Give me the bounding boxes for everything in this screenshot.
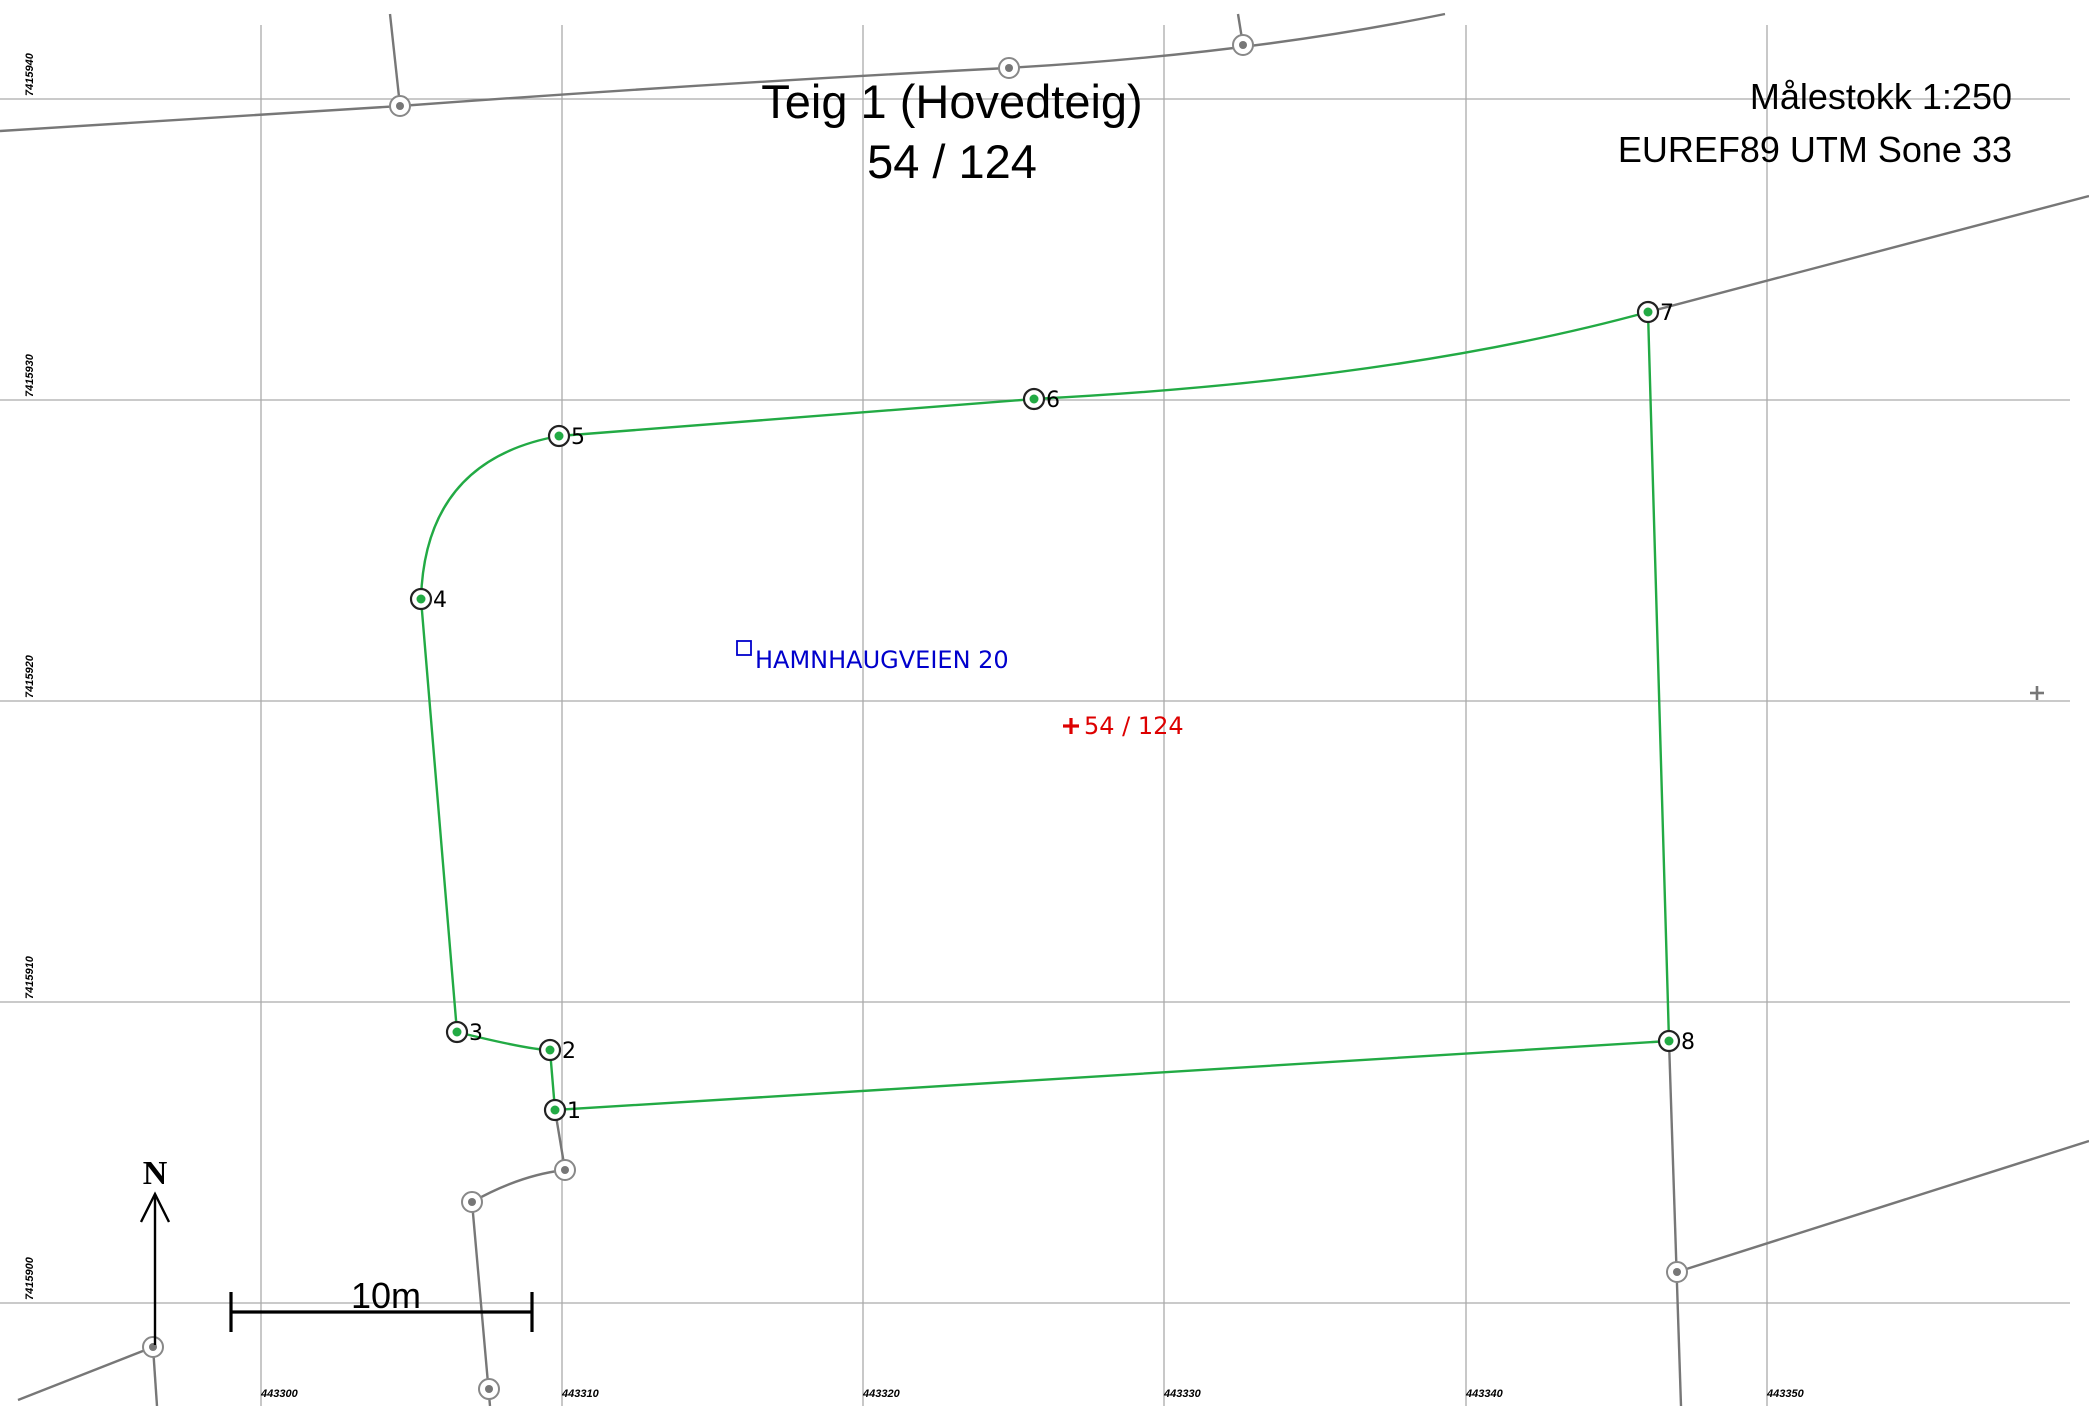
neighbor-point-marker bbox=[478, 1378, 500, 1400]
map-subtitle: 54 / 124 bbox=[867, 135, 1037, 188]
boundary-point-6[interactable]: 6 bbox=[1022, 387, 1060, 413]
address-square-icon bbox=[736, 640, 752, 656]
northing-labels: 7415940 7415930 7415920 7415910 7415900 bbox=[24, 52, 36, 1300]
boundary-point-4[interactable]: 4 bbox=[409, 587, 447, 613]
parcel-cross-icon bbox=[1063, 718, 1079, 734]
northing-label: 7415930 bbox=[24, 353, 36, 397]
boundary-point-1[interactable]: 1 bbox=[543, 1098, 581, 1124]
neighbor-point-marker bbox=[1232, 34, 1254, 56]
boundary-point-label: 1 bbox=[567, 1099, 581, 1124]
neighbor-line-bottom-right bbox=[1667, 1040, 1683, 1406]
address-label: HAMNHAUGVEIEN 20 bbox=[755, 646, 1009, 674]
boundary-point-2[interactable]: 2 bbox=[538, 1038, 576, 1064]
boundary-point-7[interactable]: 7 bbox=[1636, 300, 1674, 326]
neighbor-line-top-left-spur bbox=[388, 13, 402, 107]
map-plus-icon bbox=[2030, 686, 2044, 700]
neighbor-line-bottom-left bbox=[17, 1345, 154, 1402]
map-title: Teig 1 (Hovedteig) bbox=[761, 75, 1142, 128]
boundary-point-8[interactable]: 8 bbox=[1657, 1029, 1695, 1055]
crs-info: EUREF89 UTM Sone 33 bbox=[1618, 129, 2012, 170]
boundary-point-label: 5 bbox=[571, 425, 585, 450]
boundary-point-label: 3 bbox=[469, 1021, 483, 1046]
easting-label: 443350 bbox=[1766, 1388, 1805, 1400]
scale-bar-label: 10m bbox=[351, 1275, 421, 1316]
scale-bar bbox=[229, 1292, 534, 1332]
north-label: N bbox=[143, 1155, 168, 1192]
boundary-point-5[interactable]: 5 bbox=[547, 424, 585, 450]
easting-label: 443300 bbox=[260, 1388, 299, 1400]
boundary-point-label: 7 bbox=[1660, 301, 1674, 326]
easting-labels: 443300 443310 443320 443330 443340 44335… bbox=[260, 1388, 1805, 1400]
north-arrow-icon bbox=[139, 1191, 171, 1345]
coordinate-grid bbox=[0, 25, 2070, 1406]
neighbor-line-right-upper bbox=[1647, 194, 2089, 314]
boundary-point-label: 4 bbox=[433, 588, 447, 613]
neighbor-point-marker bbox=[1666, 1261, 1688, 1283]
boundary-point-label: 2 bbox=[562, 1039, 576, 1064]
neighbor-point-marker bbox=[998, 57, 1020, 79]
northing-label: 7415910 bbox=[24, 955, 36, 999]
neighbor-point-marker bbox=[461, 1191, 483, 1213]
neighbor-points bbox=[142, 34, 1688, 1400]
neighbor-line-lower-left bbox=[470, 1168, 566, 1406]
neighbor-boundaries bbox=[0, 12, 2089, 1406]
northing-label: 7415920 bbox=[24, 654, 36, 698]
neighbor-point-marker bbox=[389, 95, 411, 117]
neighbor-line-right-lower bbox=[1676, 1139, 2089, 1274]
boundary-point-3[interactable]: 3 bbox=[445, 1020, 483, 1046]
neighbor-line-top bbox=[0, 12, 1446, 133]
parcel-label: 54 / 124 bbox=[1084, 712, 1184, 740]
easting-label: 443320 bbox=[862, 1388, 901, 1400]
easting-label: 443330 bbox=[1163, 1388, 1202, 1400]
easting-label: 443340 bbox=[1465, 1388, 1504, 1400]
boundary-points: 1 2 3 4 5 6 7 8 bbox=[409, 300, 1695, 1124]
boundary-point-label: 8 bbox=[1681, 1030, 1695, 1055]
neighbor-point-marker bbox=[142, 1336, 164, 1358]
boundary-point-label: 6 bbox=[1046, 388, 1060, 413]
easting-label: 443310 bbox=[561, 1388, 600, 1400]
parcel-boundary bbox=[419, 310, 1671, 1112]
northing-label: 7415940 bbox=[24, 52, 36, 96]
neighbor-point-marker bbox=[554, 1159, 576, 1181]
scale-info: Målestokk 1:250 bbox=[1750, 76, 2012, 117]
northing-label: 7415900 bbox=[24, 1256, 36, 1300]
